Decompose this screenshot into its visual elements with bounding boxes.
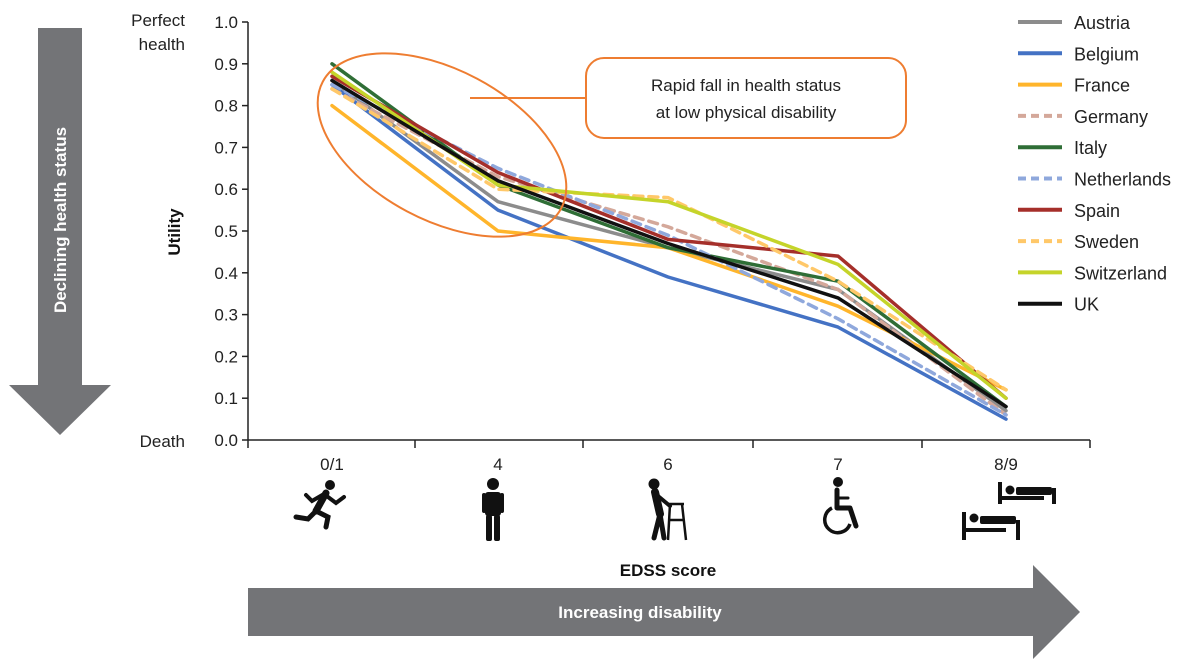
callout-box	[585, 57, 907, 139]
series-line-uk	[330, 78, 1008, 409]
series-line-belgium	[330, 82, 1008, 421]
bedridden-icon	[962, 482, 1056, 540]
y-tick-label: 0.6	[214, 180, 238, 199]
legend-label-belgium: Belgium	[1074, 44, 1139, 64]
death-label: Death	[140, 432, 185, 451]
perfect-health-label-line2: health	[139, 35, 185, 54]
x-axis: 0/1 4 6 7 8/9	[247, 439, 1091, 474]
legend-label-switzerland: Switzerland	[1074, 263, 1167, 283]
y-tick-label: 0.7	[214, 138, 238, 157]
legend-label-austria: Austria	[1074, 13, 1131, 33]
y-tick-label: 1.0	[214, 13, 238, 32]
increasing-disability-arrow: Increasing disability	[248, 565, 1080, 659]
y-axis-title: Utility	[165, 208, 184, 256]
y-tick-label: 0.0	[214, 431, 238, 450]
increasing-disability-arrow-shape	[248, 565, 1080, 659]
callout-ellipse	[316, 52, 568, 238]
y-tick-label: 0.8	[214, 97, 238, 116]
declining-health-arrow-shape	[9, 28, 111, 435]
callout-text-line2: at low physical disability	[656, 103, 837, 122]
y-tick-label: 0.9	[214, 55, 238, 74]
x-tick-label: 0/1	[320, 455, 344, 474]
wheelchair-icon	[823, 477, 859, 535]
category-icons	[293, 477, 1056, 541]
series-line-sweden	[330, 87, 1008, 392]
x-tick-label: 7	[833, 455, 842, 474]
running-person-icon	[293, 480, 346, 530]
legend-label-uk: UK	[1074, 295, 1099, 315]
walker-person-icon	[648, 478, 688, 541]
y-tick-label: 0.3	[214, 306, 238, 325]
x-tick-label: 8/9	[994, 455, 1018, 474]
y-tick-label: 0.4	[214, 264, 238, 283]
legend-label-netherlands: Netherlands	[1074, 170, 1171, 190]
legend-label-germany: Germany	[1074, 107, 1148, 127]
x-tick-label: 4	[493, 455, 502, 474]
series-layer	[330, 62, 1008, 421]
legend-label-spain: Spain	[1074, 201, 1120, 221]
legend-label-sweden: Sweden	[1074, 232, 1139, 252]
legend: Austria Belgium France Germany Italy Netherla…	[1018, 13, 1171, 315]
x-axis-title: EDSS score	[620, 561, 716, 580]
y-tick-label: 0.5	[214, 222, 238, 241]
legend-label-france: France	[1074, 76, 1130, 96]
perfect-health-label-line1: Perfect	[131, 11, 185, 30]
increasing-disability-arrow-label: Increasing disability	[558, 603, 722, 622]
standing-person-icon	[482, 478, 504, 541]
legend-label-italy: Italy	[1074, 138, 1107, 158]
callout-text-line1: Rapid fall in health status	[651, 76, 841, 95]
series-line-spain	[330, 74, 1008, 400]
series-line-italy	[330, 62, 1008, 409]
callout: Rapid fall in health status at low physi…	[316, 52, 907, 238]
y-tick-label: 0.2	[214, 347, 238, 366]
declining-health-arrow: Declining health status	[9, 28, 111, 435]
x-tick-label: 6	[663, 455, 672, 474]
y-tick-label: 0.1	[214, 389, 238, 408]
declining-health-arrow-label: Declining health status	[51, 127, 70, 313]
y-axis: 0.0 0.1 0.2 0.3 0.4 0.5 0.6 0.7 0.8 0.9 1.0	[214, 13, 249, 450]
